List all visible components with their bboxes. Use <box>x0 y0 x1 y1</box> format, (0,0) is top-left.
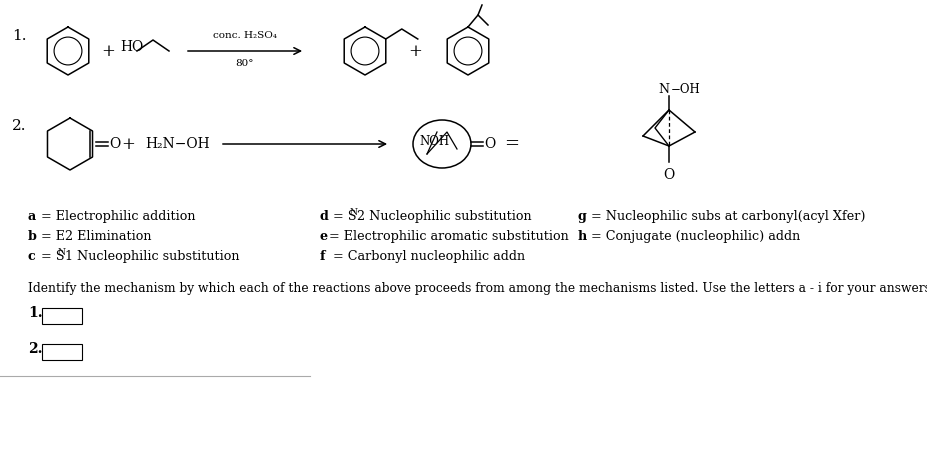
Text: N: N <box>349 208 358 217</box>
Text: = S: = S <box>37 250 65 263</box>
Text: 1 Nucleophilic substitution: 1 Nucleophilic substitution <box>65 250 239 263</box>
Text: 80°: 80° <box>235 59 254 68</box>
Text: conc. H₂SO₄: conc. H₂SO₄ <box>213 31 276 40</box>
Text: =: = <box>504 135 519 153</box>
Text: f: f <box>320 250 325 263</box>
Text: −OH: −OH <box>670 83 700 96</box>
Text: c: c <box>28 250 36 263</box>
Text: H₂N−OH: H₂N−OH <box>145 137 210 151</box>
Text: +: + <box>101 43 115 60</box>
Text: O: O <box>663 168 674 182</box>
Text: h: h <box>578 230 587 243</box>
Text: NOH: NOH <box>418 135 449 147</box>
Text: N: N <box>657 83 668 96</box>
Text: 2 Nucleophilic substitution: 2 Nucleophilic substitution <box>357 210 531 223</box>
Text: b: b <box>28 230 37 243</box>
Text: 2.: 2. <box>28 342 43 356</box>
Text: = E2 Elimination: = E2 Elimination <box>37 230 151 243</box>
Text: = S: = S <box>329 210 356 223</box>
Bar <box>42 344 82 360</box>
Text: N: N <box>57 248 66 257</box>
Bar <box>42 308 82 324</box>
Text: O: O <box>108 137 121 151</box>
Text: = Nucleophilic subs at carbonyl(acyl Xfer): = Nucleophilic subs at carbonyl(acyl Xfe… <box>587 210 865 223</box>
Text: = Electrophilic addition: = Electrophilic addition <box>37 210 196 223</box>
Text: = Electrophilic aromatic substitution: = Electrophilic aromatic substitution <box>329 230 568 243</box>
Text: Identify the mechanism by which each of the reactions above proceeds from among : Identify the mechanism by which each of … <box>28 282 927 295</box>
Text: 1.: 1. <box>28 306 43 320</box>
Text: e: e <box>320 230 328 243</box>
Text: a: a <box>28 210 36 223</box>
Text: HO: HO <box>120 40 143 54</box>
Text: 1.: 1. <box>12 29 27 43</box>
Text: +: + <box>121 136 134 153</box>
Text: = Conjugate (nucleophilic) addn: = Conjugate (nucleophilic) addn <box>587 230 799 243</box>
Text: d: d <box>320 210 328 223</box>
Text: = Carbonyl nucleophilic addn: = Carbonyl nucleophilic addn <box>329 250 525 263</box>
Text: O: O <box>484 137 495 151</box>
Text: +: + <box>408 43 422 60</box>
Text: 2.: 2. <box>12 119 27 133</box>
Text: g: g <box>578 210 586 223</box>
